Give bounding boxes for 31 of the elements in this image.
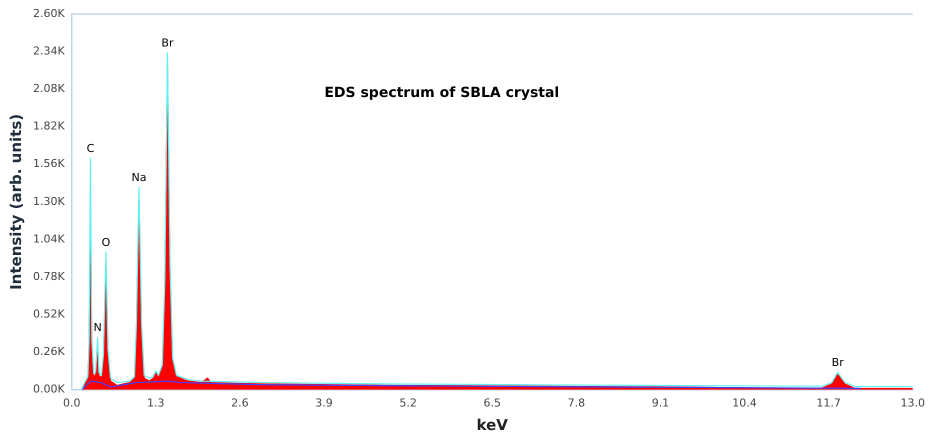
y-tick-label: 1.82K: [32, 120, 66, 133]
x-tick-label: 11.7: [816, 396, 841, 410]
x-tick-label: 6.5: [483, 396, 501, 410]
y-tick-label: 2.60K: [32, 6, 66, 20]
x-tick-label: 2.6: [231, 396, 249, 410]
x-tick-label: 0.0: [62, 396, 80, 410]
y-tick-label: 1.04K: [32, 232, 66, 246]
y-tick-label: 1.56K: [32, 157, 66, 170]
annotation: Br: [161, 36, 174, 50]
annotation: N: [93, 321, 102, 334]
x-tick-label: 10.4: [732, 396, 757, 410]
y-tick-label: 2.34K: [32, 44, 66, 58]
annotation: Br: [832, 356, 844, 369]
x-tick-label: 1.3: [147, 396, 165, 410]
x-tick-label: 9.1: [652, 396, 670, 410]
x-axis-title: keV: [476, 416, 508, 434]
y-tick-label: 0.78K: [32, 270, 66, 283]
y-axis-title: Intensity (arb. units): [6, 114, 25, 290]
y-tick-label: 1.30K: [32, 194, 66, 208]
x-tick-label: 7.8: [568, 396, 586, 410]
x-tick-label: 13.0: [900, 396, 926, 410]
annotation: O: [102, 236, 111, 249]
x-tick-label: 5.2: [399, 396, 417, 410]
y-tick-label: 2.08K: [32, 82, 66, 96]
y-tick-label: 0.00K: [32, 382, 66, 396]
y-tick-label: 0.26K: [32, 345, 66, 358]
annotation: C: [86, 142, 95, 155]
annotation: Na: [131, 170, 146, 184]
y-tick-label: 0.52K: [32, 308, 66, 320]
text: EDS spectrum of SBLA crystal: [324, 85, 560, 102]
x-tick-label: 3.9: [315, 396, 333, 410]
